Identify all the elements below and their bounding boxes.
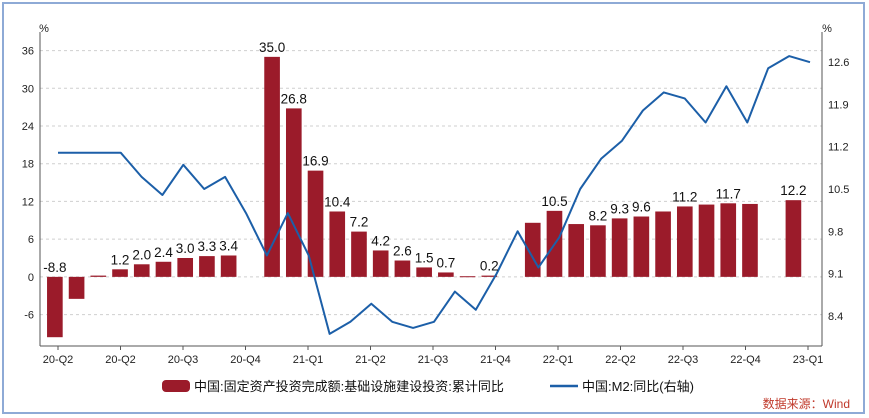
right-tick-label: 11.9	[828, 99, 849, 111]
x-tick-label: 22-Q2	[605, 354, 636, 366]
bar-value-label: 2.0	[132, 247, 151, 262]
bar	[68, 276, 85, 299]
bar	[785, 200, 802, 277]
gridlines	[40, 50, 822, 316]
left-tick-label: 24	[22, 121, 34, 133]
bar	[155, 261, 172, 277]
left-tick-label: 36	[22, 46, 34, 58]
bar	[698, 204, 715, 277]
x-tick-label: 22-Q4	[730, 354, 761, 366]
bar	[720, 203, 737, 277]
bar	[112, 269, 128, 277]
bar	[220, 255, 237, 277]
bar	[307, 170, 324, 277]
legend-bar-swatch	[162, 380, 190, 392]
right-tick-label: 10.5	[828, 184, 849, 196]
left-axis-unit: %	[39, 23, 49, 35]
bar-value-label: 11.2	[672, 189, 697, 204]
x-tick-label: 21-Q3	[418, 354, 449, 366]
bar	[611, 218, 628, 277]
bar-value-label: 35.0	[259, 40, 285, 55]
bar-value-label: 12.2	[780, 183, 806, 198]
legend-bar-label: 中国:固定资产投资完成额:基础设施建设投资:累计同比	[194, 379, 504, 394]
bar-value-label: 1.5	[415, 250, 434, 265]
line-series	[58, 55, 811, 335]
bar	[633, 216, 650, 277]
bar-value-label: -8.8	[43, 260, 66, 275]
x-tick-label: 22-Q1	[543, 354, 574, 366]
bar-value-label: 16.9	[302, 154, 328, 169]
source-note: 数据来源：Wind	[763, 396, 850, 411]
bar-value-label: 3.4	[219, 238, 238, 253]
right-tick-label: 9.1	[828, 269, 843, 281]
bar	[590, 225, 606, 277]
bar	[199, 256, 215, 277]
x-tick-label: 21-Q2	[355, 354, 386, 366]
bar	[351, 231, 367, 277]
bar	[742, 203, 758, 277]
bar	[47, 276, 63, 338]
x-tick-label: 20-Q3	[168, 354, 199, 366]
x-axis: 20-Q2 20-Q2 20-Q3 20-Q4 21-Q1 21-Q2 21-Q3 21-Q4…	[43, 346, 824, 366]
bar	[372, 250, 389, 277]
bar-value-label: 3.0	[176, 241, 195, 256]
bar	[90, 275, 107, 277]
right-tick-label: 9.8	[828, 226, 843, 238]
bar-value-label: 10.4	[324, 194, 351, 209]
bar	[655, 211, 671, 277]
right-tick-label: 11.2	[828, 142, 849, 154]
bar-value-label: 9.6	[632, 200, 651, 215]
bar	[133, 264, 150, 277]
x-tick-label: 20-Q2	[43, 354, 74, 366]
right-tick-label: 8.4	[828, 311, 843, 323]
right-tick-label: 12.6	[828, 57, 849, 69]
bar-series	[47, 56, 802, 338]
bar-value-label: 2.4	[154, 245, 173, 260]
left-tick-label: 12	[22, 196, 34, 208]
bar-value-label: 0.7	[436, 255, 455, 270]
bar	[568, 224, 585, 277]
bar-value-label: 4.2	[371, 233, 390, 248]
left-tick-label: 6	[28, 234, 34, 246]
x-tick-label: 20-Q4	[230, 354, 261, 366]
bar	[438, 272, 454, 277]
bar-value-label: 1.2	[111, 252, 130, 267]
x-tick-label: 22-Q3	[668, 354, 699, 366]
bar-value-label: 3.3	[198, 239, 217, 254]
x-tick-label: 21-Q4	[480, 354, 511, 366]
bar-value-label: 9.3	[610, 201, 629, 216]
bar-value-label: 10.5	[541, 194, 567, 209]
bar	[285, 108, 302, 277]
axes: 36 30 24 18 12 6 0 -6 12.6 11.9 11.2 10.5 9.8 9.1 8.4	[22, 32, 849, 347]
left-tick-label: -6	[24, 310, 34, 322]
bar	[329, 211, 346, 277]
bar-value-label: 7.2	[350, 215, 369, 230]
x-tick-label: 21-Q1	[293, 354, 324, 366]
bar	[416, 267, 432, 277]
bar	[459, 276, 476, 278]
legend: 中国:固定资产投资完成额:基础设施建设投资:累计同比 中国:M2:同比(右轴)	[162, 379, 694, 394]
m2-line	[58, 55, 811, 335]
left-tick-label: 18	[22, 159, 34, 171]
left-tick-label: 30	[22, 83, 34, 95]
right-axis-unit: %	[822, 23, 832, 35]
bar-value-label: 2.6	[393, 244, 412, 259]
bar-value-label: 26.8	[281, 91, 307, 106]
bar	[481, 275, 498, 277]
bar	[394, 260, 411, 277]
bar	[676, 206, 693, 277]
left-tick-label: 0	[28, 272, 34, 284]
bar-labels: -8.8 1.2 2.0 2.4 3.0 3.3 3.4 35.0 26.8 16.9 10.4 7.…	[43, 40, 806, 275]
bar-value-label: 8.2	[589, 208, 608, 223]
x-tick-label: 23-Q1	[793, 354, 824, 366]
bar-value-label: 0.2	[480, 259, 499, 274]
x-tick-label: 20-Q2	[105, 354, 136, 366]
bar	[177, 258, 194, 277]
bar	[264, 56, 280, 277]
legend-line-label: 中国:M2:同比(右轴)	[582, 379, 694, 394]
bar-value-label: 11.7	[716, 186, 741, 201]
